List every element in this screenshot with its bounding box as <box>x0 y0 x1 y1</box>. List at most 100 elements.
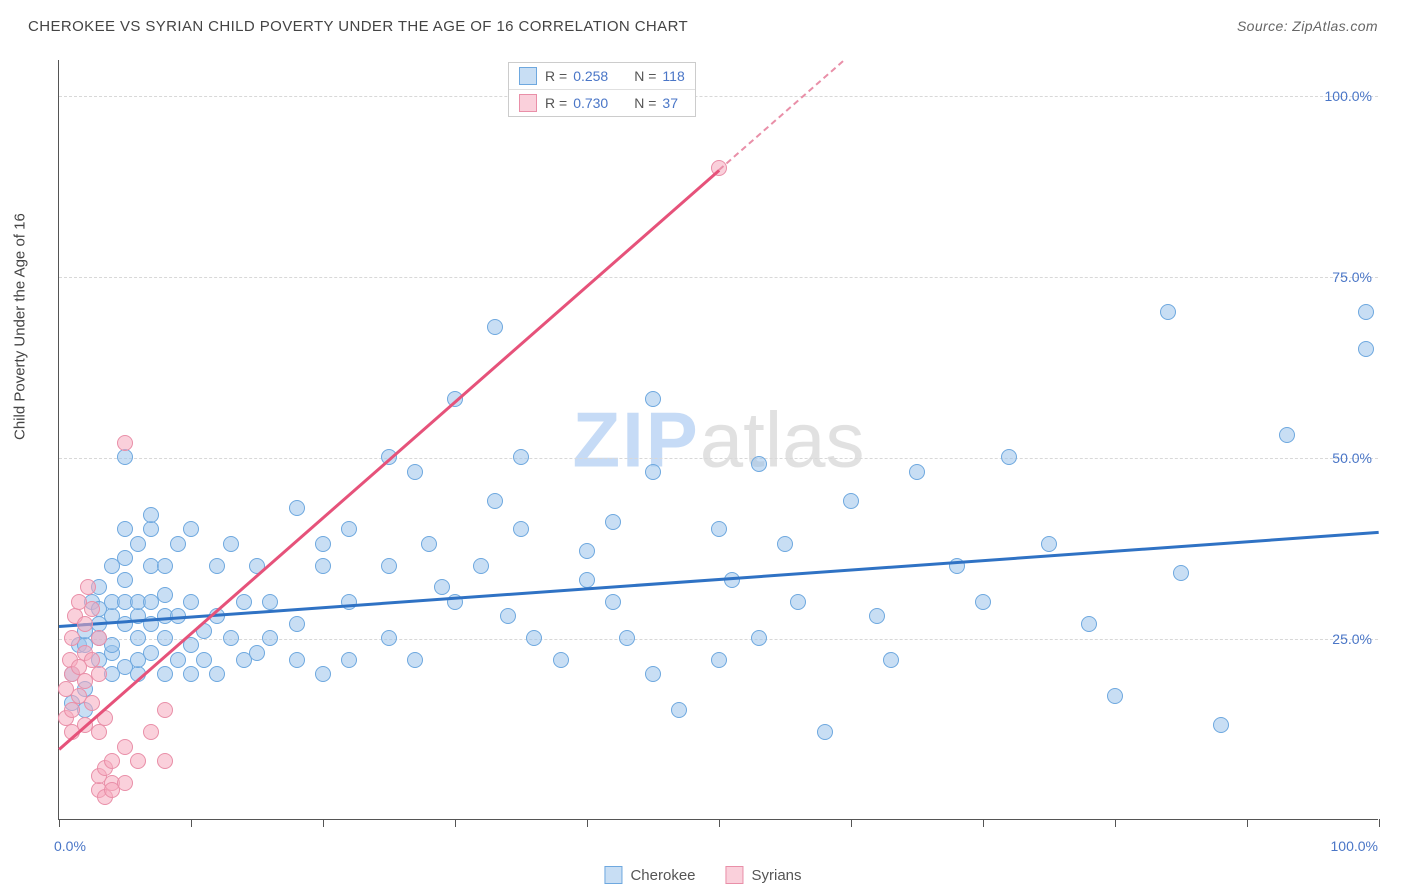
regression-line <box>58 169 720 750</box>
data-point <box>130 753 146 769</box>
data-point <box>487 319 503 335</box>
x-tick <box>323 819 324 827</box>
data-point <box>751 456 767 472</box>
x-tick <box>1379 819 1380 827</box>
data-point <box>645 464 661 480</box>
data-point <box>1041 536 1057 552</box>
data-point <box>157 753 173 769</box>
x-tick <box>587 819 588 827</box>
data-point <box>341 521 357 537</box>
data-point <box>724 572 740 588</box>
legend-r: R = 0.730 <box>545 95 608 111</box>
x-tick <box>983 819 984 827</box>
data-point <box>526 630 542 646</box>
data-point <box>1173 565 1189 581</box>
data-point <box>1160 304 1176 320</box>
data-point <box>817 724 833 740</box>
data-point <box>289 652 305 668</box>
data-point <box>223 536 239 552</box>
legend-n: N = 118 <box>634 68 685 84</box>
data-point <box>64 630 80 646</box>
legend-swatch <box>519 94 537 112</box>
title-row: CHEROKEE VS SYRIAN CHILD POVERTY UNDER T… <box>0 0 1406 41</box>
data-point <box>117 521 133 537</box>
source-attribution: Source: ZipAtlas.com <box>1237 18 1378 34</box>
data-point <box>1279 427 1295 443</box>
legend-stats-row: R = 0.730 N = 37 <box>509 89 695 116</box>
data-point <box>117 550 133 566</box>
data-point <box>157 666 173 682</box>
data-point <box>1358 341 1374 357</box>
data-point <box>843 493 859 509</box>
data-point <box>84 695 100 711</box>
data-point <box>487 493 503 509</box>
data-point <box>143 521 159 537</box>
chart-title: CHEROKEE VS SYRIAN CHILD POVERTY UNDER T… <box>28 18 688 35</box>
data-point <box>1107 688 1123 704</box>
data-point <box>619 630 635 646</box>
data-point <box>869 608 885 624</box>
data-point <box>77 616 93 632</box>
data-point <box>605 594 621 610</box>
data-point <box>1081 616 1097 632</box>
regression-line-dashed <box>718 60 843 170</box>
x-tick <box>59 819 60 827</box>
data-point <box>645 666 661 682</box>
y-tick-label: 50.0% <box>1332 450 1372 466</box>
data-point <box>196 652 212 668</box>
data-point <box>84 601 100 617</box>
data-point <box>170 652 186 668</box>
data-point <box>341 652 357 668</box>
data-point <box>407 652 423 668</box>
data-point <box>381 630 397 646</box>
legend-item: Syrians <box>726 866 802 884</box>
data-point <box>143 645 159 661</box>
x-tick <box>1115 819 1116 827</box>
x-tick <box>1247 819 1248 827</box>
data-point <box>579 543 595 559</box>
data-point <box>909 464 925 480</box>
data-point <box>262 594 278 610</box>
data-point <box>117 572 133 588</box>
data-point <box>64 702 80 718</box>
data-point <box>262 630 278 646</box>
legend-stats-box: R = 0.258 N = 118 R = 0.730 N = 37 <box>508 62 696 117</box>
legend-n: N = 37 <box>634 95 678 111</box>
data-point <box>975 594 991 610</box>
data-point <box>1213 717 1229 733</box>
legend-swatch <box>726 866 744 884</box>
data-point <box>553 652 569 668</box>
legend-bottom: CherokeeSyrians <box>604 866 801 884</box>
data-point <box>183 594 199 610</box>
y-tick-label: 75.0% <box>1332 269 1372 285</box>
data-point <box>407 464 423 480</box>
data-point <box>500 608 516 624</box>
data-point <box>315 666 331 682</box>
legend-swatch <box>519 67 537 85</box>
grid-line <box>59 639 1378 640</box>
data-point <box>249 645 265 661</box>
data-point <box>130 630 146 646</box>
data-point <box>473 558 489 574</box>
data-point <box>157 558 173 574</box>
plot-area: ZIPatlas 25.0%50.0%75.0%100.0% <box>58 60 1378 820</box>
legend-r: R = 0.258 <box>545 68 608 84</box>
x-tick <box>455 819 456 827</box>
data-point <box>91 724 107 740</box>
data-point <box>513 449 529 465</box>
data-point <box>883 652 899 668</box>
data-point <box>289 616 305 632</box>
data-point <box>671 702 687 718</box>
data-point <box>223 630 239 646</box>
data-point <box>236 594 252 610</box>
data-point <box>315 558 331 574</box>
data-point <box>790 594 806 610</box>
legend-stats-row: R = 0.258 N = 118 <box>509 63 695 89</box>
y-tick-label: 25.0% <box>1332 631 1372 647</box>
data-point <box>341 594 357 610</box>
data-point <box>143 724 159 740</box>
data-point <box>711 652 727 668</box>
legend-swatch <box>604 866 622 884</box>
data-point <box>751 630 767 646</box>
data-point <box>157 702 173 718</box>
